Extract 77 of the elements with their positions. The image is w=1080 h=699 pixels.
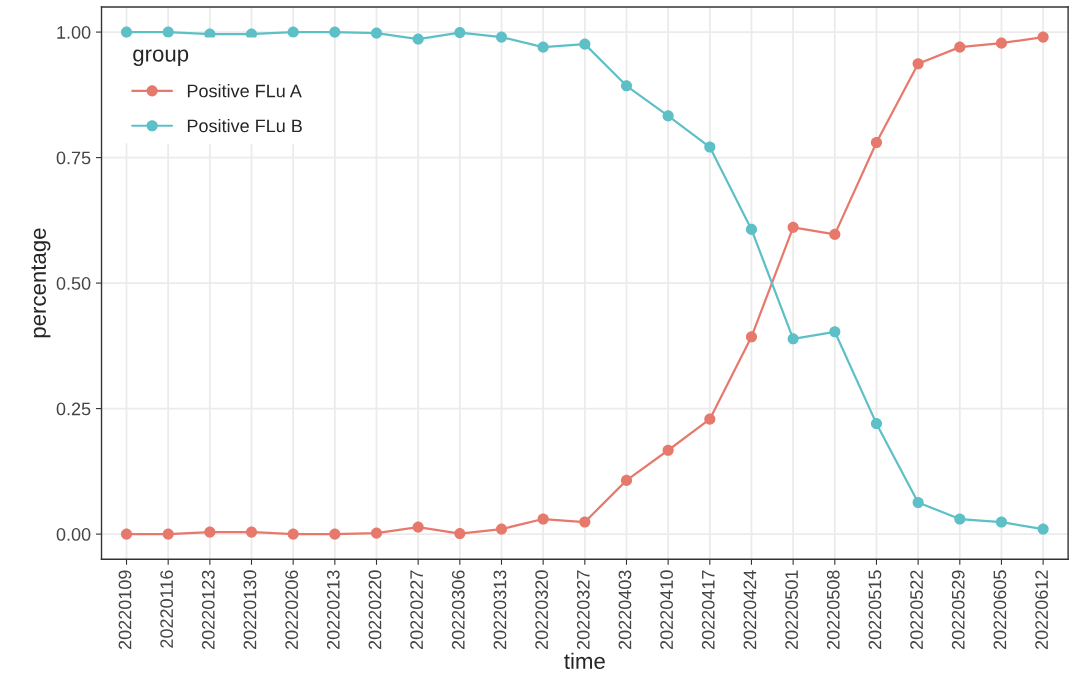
point <box>870 418 883 430</box>
y-tick-label: 0.00 <box>56 528 91 541</box>
point <box>537 41 549 53</box>
x-tick-label: 20220227 <box>410 570 424 650</box>
point <box>620 474 633 486</box>
point <box>412 33 424 45</box>
point <box>954 41 966 53</box>
point <box>120 528 133 540</box>
point <box>454 528 466 540</box>
y-tick-label: 0.50 <box>56 277 91 290</box>
y-tick-label: 1.00 <box>57 26 91 39</box>
point <box>995 37 1008 49</box>
y-tick-label: 0.75 <box>56 151 91 165</box>
point <box>579 516 591 528</box>
x-tick-label: 20220410 <box>660 570 673 650</box>
x-axis-title: time <box>564 652 605 670</box>
point <box>495 523 508 535</box>
point <box>662 444 674 456</box>
x-tick-label: 20220529 <box>951 570 965 650</box>
x-tick-label: 20220508 <box>826 570 840 650</box>
point <box>745 223 758 235</box>
point <box>495 31 508 43</box>
point <box>704 141 716 153</box>
point <box>870 136 883 149</box>
x-tick-label: 20220522 <box>910 570 923 650</box>
point <box>287 528 299 540</box>
x-tick-label: 20220612 <box>1035 570 1048 650</box>
point <box>954 513 966 525</box>
legend-label: Positive FLu B <box>187 118 302 133</box>
legend-label: Positive FLu A <box>187 84 302 98</box>
point <box>245 526 258 538</box>
x-tick-label: 20220306 <box>451 570 465 650</box>
point <box>162 528 174 540</box>
point <box>912 496 924 509</box>
point <box>912 58 924 70</box>
point <box>120 26 133 38</box>
x-tick-label: 20220220 <box>368 570 382 650</box>
point <box>1037 31 1049 43</box>
point <box>537 513 549 525</box>
x-tick-label: 20220605 <box>993 570 1007 650</box>
x-tick-label: 20220313 <box>493 570 507 650</box>
point <box>995 516 1008 528</box>
x-tick-label: 20220206 <box>285 570 299 650</box>
point <box>370 27 383 39</box>
point <box>287 26 299 38</box>
y-axis-title: percentage <box>31 228 51 338</box>
x-tick-label: 20220417 <box>701 570 715 650</box>
x-tick-label: 20220213 <box>326 570 340 650</box>
x-tick-label: 20220515 <box>868 570 882 650</box>
point <box>454 27 466 39</box>
x-tick-label: 20220501 <box>785 570 798 650</box>
point <box>745 331 758 343</box>
point <box>162 26 174 38</box>
y-tick-label: 0.25 <box>56 402 91 416</box>
point <box>787 333 799 345</box>
point <box>579 38 591 50</box>
point <box>829 326 841 338</box>
point <box>620 80 633 92</box>
point <box>204 526 216 538</box>
point <box>412 521 424 533</box>
x-tick-label: 20220109 <box>118 570 132 650</box>
point <box>370 527 383 539</box>
point <box>704 413 716 425</box>
x-tick-label: 20220130 <box>243 570 257 650</box>
legend-title: group <box>133 49 189 67</box>
point <box>829 228 841 240</box>
x-tick-label: 20220424 <box>743 570 757 650</box>
point <box>329 528 341 540</box>
x-tick-label: 20220123 <box>201 570 215 650</box>
point <box>1037 523 1049 535</box>
x-tick-label: 20220116 <box>160 570 174 648</box>
point <box>329 26 341 38</box>
x-tick-label: 20220320 <box>535 570 548 650</box>
point <box>787 221 799 233</box>
point <box>662 110 674 122</box>
x-tick-label: 20220403 <box>618 570 632 650</box>
x-tick-label: 20220327 <box>576 570 590 650</box>
